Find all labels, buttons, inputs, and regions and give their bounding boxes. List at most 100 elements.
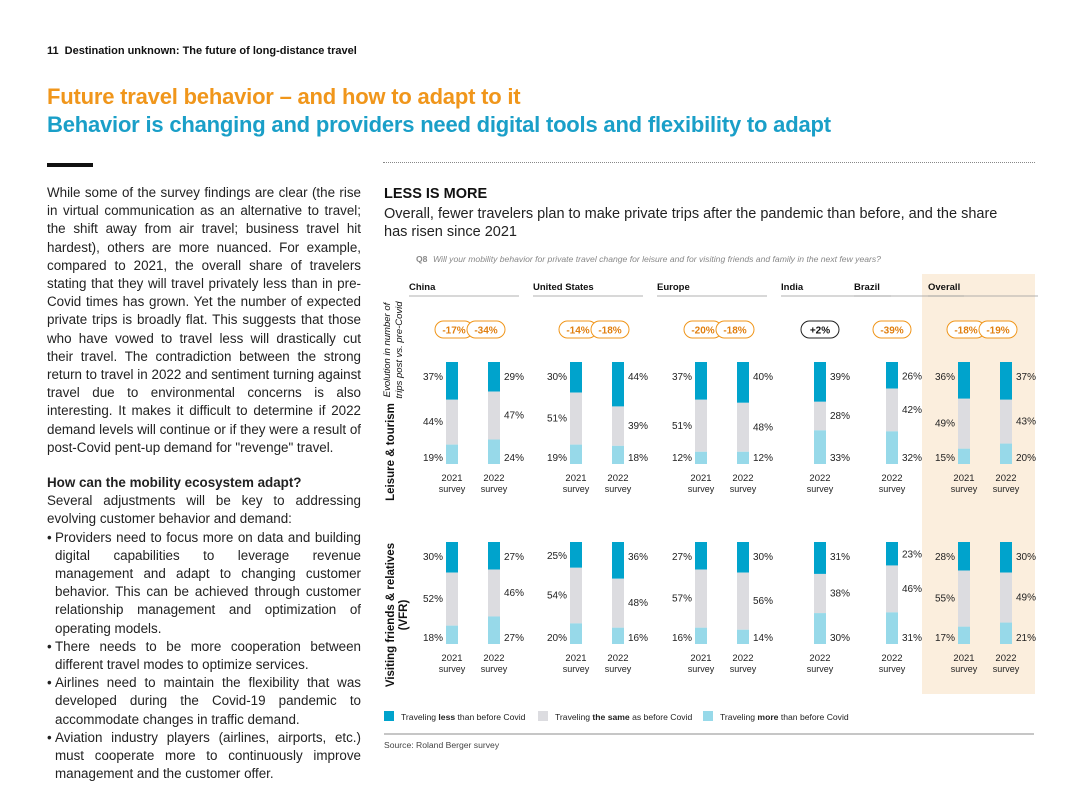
x-tick-label: 2022 bbox=[995, 473, 1016, 484]
bar-segment-less bbox=[446, 542, 458, 573]
data-label: 52% bbox=[423, 594, 443, 605]
data-label: 26% bbox=[902, 371, 922, 382]
evolution-badge bbox=[466, 320, 506, 339]
x-tick-label: survey bbox=[605, 664, 632, 674]
x-tick-label: survey bbox=[879, 664, 906, 674]
page-title: Future travel behavior – and how to adap… bbox=[47, 84, 521, 109]
x-tick-label: 2021 bbox=[565, 653, 586, 664]
legend-label-less: Traveling less than before Covid bbox=[401, 712, 526, 722]
bar-segment-same bbox=[570, 567, 582, 624]
data-label: 54% bbox=[547, 591, 567, 602]
list-item: Providers need to focus more on data and… bbox=[47, 529, 361, 638]
bar-segment-same bbox=[737, 402, 749, 452]
row-label-vfr-line1: Visiting friends & relatives bbox=[385, 543, 397, 687]
bar-segment-same bbox=[488, 569, 500, 617]
x-tick-label: 2022 bbox=[809, 653, 830, 664]
data-label: 37% bbox=[423, 372, 443, 383]
data-label: 15% bbox=[935, 453, 955, 464]
page-number: 11 bbox=[47, 45, 59, 57]
evolution-badge-label: -39% bbox=[880, 326, 903, 337]
bar-segment-same bbox=[488, 391, 500, 440]
x-tick-label: survey bbox=[993, 664, 1020, 674]
list-item: Airlines need to maintain the flexibilit… bbox=[47, 674, 361, 729]
bar-segment-more bbox=[886, 612, 898, 644]
bar-segment-more bbox=[570, 444, 582, 464]
data-label: 12% bbox=[753, 453, 773, 464]
data-label: 49% bbox=[1016, 593, 1036, 604]
data-label: 44% bbox=[423, 417, 443, 428]
evolution-badge-label: -18% bbox=[598, 326, 621, 337]
data-label: 48% bbox=[628, 598, 648, 609]
data-label: 20% bbox=[547, 633, 567, 644]
source-note: Source: Roland Berger survey bbox=[384, 740, 500, 750]
evolution-badge bbox=[590, 320, 630, 339]
list-item: Aviation industry players (airlines, air… bbox=[47, 729, 361, 784]
x-tick-label: 2022 bbox=[607, 653, 628, 664]
page-subtitle: Behavior is changing and providers need … bbox=[47, 112, 831, 137]
x-tick-label: survey bbox=[439, 664, 466, 674]
x-tick-label: 2022 bbox=[483, 473, 504, 484]
bar-segment-more bbox=[612, 445, 624, 464]
data-label: 38% bbox=[830, 589, 850, 600]
data-label: 37% bbox=[1016, 372, 1036, 383]
region-header-brazil: Brazil bbox=[854, 282, 880, 293]
bar-segment-more bbox=[886, 431, 898, 464]
evolution-badge bbox=[715, 320, 755, 339]
bar-segment-same bbox=[886, 565, 898, 613]
bar-segment-less bbox=[695, 542, 707, 570]
bar-segment-more bbox=[737, 451, 749, 464]
legend-label-more: Traveling more than before Covid bbox=[720, 712, 849, 722]
bar-segment-less bbox=[886, 362, 898, 389]
publication-title: Destination unknown: The future of long-… bbox=[64, 45, 357, 57]
data-label: 23% bbox=[902, 550, 922, 561]
bar-segment-less bbox=[1000, 362, 1012, 400]
bar-segment-less bbox=[737, 362, 749, 403]
evolution-badge-label: -34% bbox=[474, 326, 497, 337]
bar-segment-more bbox=[446, 625, 458, 644]
bar-segment-more bbox=[958, 626, 970, 644]
data-label: 42% bbox=[902, 405, 922, 416]
legend-swatch-less bbox=[384, 711, 394, 721]
bar-segment-more bbox=[1000, 443, 1012, 464]
data-label: 17% bbox=[935, 633, 955, 644]
data-label: 51% bbox=[547, 414, 567, 425]
body-text: While some of the survey findings are cl… bbox=[47, 184, 361, 784]
x-tick-label: survey bbox=[563, 664, 590, 674]
x-tick-label: 2021 bbox=[690, 653, 711, 664]
chart-title: LESS IS MORE bbox=[384, 186, 488, 202]
x-tick-label: survey bbox=[951, 664, 978, 674]
dotted-divider bbox=[383, 162, 1035, 163]
evolution-label-line2: trips post vs. pre-Covid bbox=[394, 301, 405, 399]
data-label: 16% bbox=[672, 633, 692, 644]
data-label: 27% bbox=[672, 552, 692, 563]
data-label: 24% bbox=[504, 453, 524, 464]
evolution-badge-label: -20% bbox=[691, 326, 714, 337]
bar-segment-same bbox=[612, 406, 624, 446]
data-label: 51% bbox=[672, 421, 692, 432]
x-tick-label: survey bbox=[481, 484, 508, 494]
bar-segment-same bbox=[814, 401, 826, 431]
x-tick-label: 2021 bbox=[953, 653, 974, 664]
evolution-badge-label: -17% bbox=[442, 326, 465, 337]
data-label: 27% bbox=[504, 633, 524, 644]
x-tick-label: survey bbox=[563, 484, 590, 494]
bar-segment-more bbox=[570, 623, 582, 644]
x-tick-label: survey bbox=[879, 484, 906, 494]
x-tick-label: 2022 bbox=[483, 653, 504, 664]
bar-segment-less bbox=[488, 362, 500, 392]
x-tick-label: survey bbox=[688, 664, 715, 674]
data-label: 30% bbox=[830, 633, 850, 644]
data-label: 48% bbox=[753, 422, 773, 433]
legend-label-same: Traveling the same as before Covid bbox=[555, 712, 692, 722]
evolution-badge-label: +2% bbox=[810, 326, 830, 337]
data-label: 36% bbox=[628, 552, 648, 563]
data-label: 19% bbox=[423, 453, 443, 464]
evolution-badge bbox=[872, 320, 912, 339]
x-tick-label: survey bbox=[605, 484, 632, 494]
bar-segment-same bbox=[737, 572, 749, 630]
x-tick-label: survey bbox=[439, 484, 466, 494]
bar-segment-more bbox=[695, 451, 707, 464]
data-label: 18% bbox=[423, 633, 443, 644]
x-tick-label: 2022 bbox=[732, 473, 753, 484]
